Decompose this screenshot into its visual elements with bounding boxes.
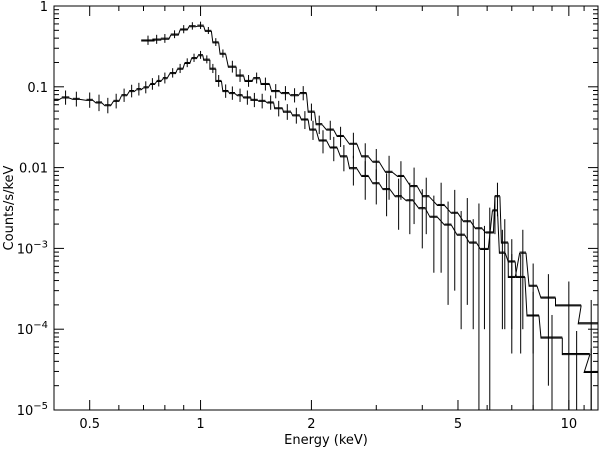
- plot-frame: [53, 5, 599, 411]
- y-tick-label: 10−4: [17, 320, 48, 338]
- data-point: [228, 60, 237, 73]
- data-point: [527, 291, 540, 410]
- data-point: [540, 274, 556, 386]
- data-point: [212, 38, 219, 46]
- data-point: [319, 130, 327, 154]
- data-point: [349, 132, 358, 159]
- data-point: [469, 219, 477, 330]
- data-point: [180, 25, 188, 34]
- data-point: [519, 229, 526, 330]
- data-point: [191, 53, 197, 62]
- data-point: [215, 74, 222, 87]
- tick-labels: 0.5 1 2 5 10 1 0.1 0.01 10−3 10−4 10−5: [17, 0, 577, 432]
- data-point: [177, 63, 183, 74]
- x-tick-label: 5: [454, 417, 462, 432]
- data-point: [136, 82, 142, 96]
- data-point: [220, 49, 226, 58]
- y-tick-label: 0.1: [27, 81, 48, 96]
- data-point: [584, 348, 598, 410]
- data-point: [457, 211, 465, 330]
- data-point: [188, 22, 196, 30]
- plot-area: [53, 21, 598, 410]
- data-point: [419, 189, 426, 249]
- data-point: [152, 34, 161, 44]
- y-tick-label: 10−3: [17, 239, 48, 257]
- data-point: [373, 169, 380, 205]
- data-point: [555, 281, 582, 410]
- data-point: [184, 58, 190, 68]
- data-point: [236, 69, 244, 82]
- data-point: [451, 189, 458, 291]
- data-point: [383, 173, 391, 217]
- data-point: [203, 55, 210, 64]
- data-point: [330, 136, 338, 162]
- data-point: [162, 72, 167, 84]
- data-point: [197, 21, 204, 29]
- model-line: [141, 25, 598, 325]
- data-point: [463, 198, 471, 305]
- y-tick-label: 1: [40, 0, 48, 15]
- data-point: [540, 314, 563, 410]
- data-point: [499, 229, 506, 330]
- x-tick-label: 1: [196, 417, 204, 432]
- data-point: [244, 74, 253, 87]
- y-tick-label: 0.01: [19, 162, 48, 177]
- data-point: [430, 195, 438, 273]
- x-tick-label: 10: [561, 417, 578, 432]
- data-point: [160, 34, 169, 43]
- data-point: [410, 167, 418, 225]
- data-point: [169, 68, 176, 78]
- data-point: [516, 254, 525, 354]
- data-point: [141, 35, 155, 45]
- data-point: [480, 225, 489, 330]
- model-line: [54, 55, 598, 373]
- axis-ticks: [53, 5, 599, 411]
- data-point: [198, 50, 203, 59]
- x-tick-label: 0.5: [79, 417, 100, 432]
- data-point: [170, 30, 179, 39]
- data-point: [423, 177, 430, 235]
- data-point: [340, 145, 348, 172]
- data-point: [361, 161, 369, 200]
- data-point: [129, 84, 135, 98]
- data-point: [395, 178, 402, 230]
- data-point: [508, 239, 516, 330]
- data-point: [562, 330, 590, 410]
- data-point: [349, 155, 358, 186]
- data-point: [156, 75, 161, 87]
- data-point: [209, 63, 216, 74]
- data-point: [150, 78, 155, 90]
- x-axis-title: Energy (keV): [284, 433, 368, 448]
- series-2: [53, 50, 598, 410]
- data-point: [475, 203, 483, 410]
- data-point: [437, 182, 445, 273]
- data-point: [385, 155, 393, 200]
- data-point: [205, 26, 212, 35]
- data-point: [406, 182, 414, 235]
- data-point: [444, 201, 452, 305]
- y-tick-label: 10−5: [17, 401, 48, 419]
- data-point: [143, 81, 149, 94]
- data-point: [492, 195, 498, 235]
- series-1: [141, 21, 598, 410]
- y-axis-title: Counts/s/keV: [2, 165, 17, 250]
- data-point: [253, 72, 260, 84]
- data-point: [397, 161, 405, 200]
- x-tick-label: 2: [307, 417, 315, 432]
